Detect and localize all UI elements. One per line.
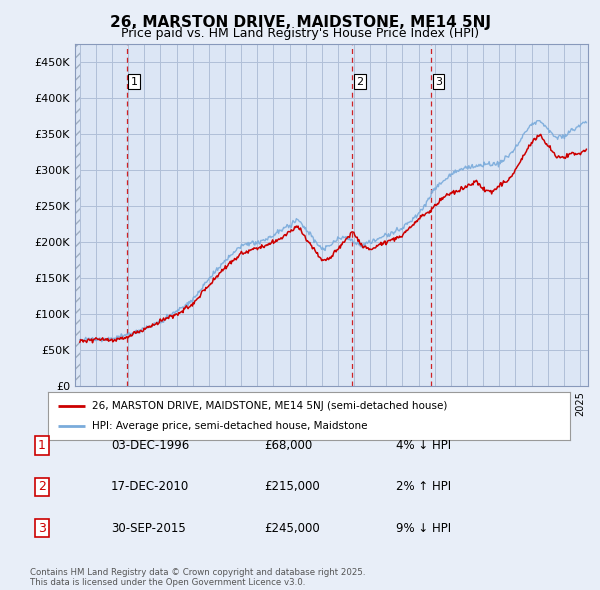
Text: 4% ↓ HPI: 4% ↓ HPI bbox=[396, 439, 451, 452]
Text: 03-DEC-1996: 03-DEC-1996 bbox=[111, 439, 189, 452]
Text: 3: 3 bbox=[435, 77, 442, 87]
Text: Contains HM Land Registry data © Crown copyright and database right 2025.
This d: Contains HM Land Registry data © Crown c… bbox=[30, 568, 365, 587]
Text: 26, MARSTON DRIVE, MAIDSTONE, ME14 5NJ: 26, MARSTON DRIVE, MAIDSTONE, ME14 5NJ bbox=[110, 15, 491, 30]
Text: 9% ↓ HPI: 9% ↓ HPI bbox=[396, 522, 451, 535]
Bar bbox=[75, 44, 80, 386]
Text: 1: 1 bbox=[38, 439, 46, 452]
Text: 26, MARSTON DRIVE, MAIDSTONE, ME14 5NJ (semi-detached house): 26, MARSTON DRIVE, MAIDSTONE, ME14 5NJ (… bbox=[92, 401, 448, 411]
Text: 3: 3 bbox=[38, 522, 46, 535]
Text: 30-SEP-2015: 30-SEP-2015 bbox=[111, 522, 186, 535]
Text: Price paid vs. HM Land Registry's House Price Index (HPI): Price paid vs. HM Land Registry's House … bbox=[121, 27, 479, 40]
Text: £245,000: £245,000 bbox=[264, 522, 320, 535]
Text: 1: 1 bbox=[131, 77, 137, 87]
Text: HPI: Average price, semi-detached house, Maidstone: HPI: Average price, semi-detached house,… bbox=[92, 421, 368, 431]
Text: 2: 2 bbox=[356, 77, 364, 87]
Text: £68,000: £68,000 bbox=[264, 439, 312, 452]
Text: £215,000: £215,000 bbox=[264, 480, 320, 493]
Text: 2: 2 bbox=[38, 480, 46, 493]
Text: 17-DEC-2010: 17-DEC-2010 bbox=[111, 480, 189, 493]
Text: 2% ↑ HPI: 2% ↑ HPI bbox=[396, 480, 451, 493]
